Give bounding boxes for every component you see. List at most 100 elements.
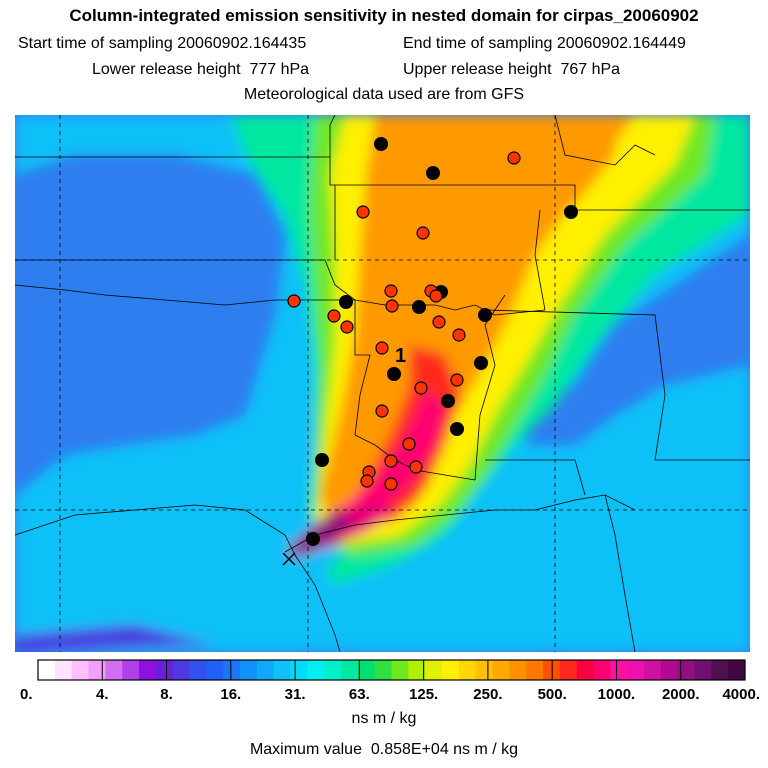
colorbar-tick-label: 1000.: [598, 686, 636, 703]
sensitivity-field: [15, 115, 750, 652]
colorbar-cell: [610, 660, 628, 680]
colorbar-tick-label: 250.: [473, 686, 502, 703]
black-station-marker: [339, 295, 353, 309]
sampling-end: End time of sampling 20060902.164449: [403, 35, 686, 53]
colorbar-cell: [576, 660, 594, 680]
black-station-marker: [474, 356, 488, 370]
graticule: [15, 115, 750, 652]
colorbar-cell: [425, 660, 443, 680]
colorbar-tick-label: 500.: [538, 686, 567, 703]
colorbar-cell: [694, 660, 712, 680]
colorbar-cell: [88, 660, 106, 680]
end-label: End time of sampling: [403, 35, 553, 52]
measurement-points: [287, 137, 578, 546]
colorbar-cell: [139, 660, 157, 680]
colorbar-cell: [408, 660, 426, 680]
release-label: 1: [395, 345, 406, 367]
upper-value: 767 hPa: [560, 61, 621, 78]
colorbar-cell: [711, 660, 729, 680]
colorbar-cell: [543, 660, 561, 680]
black-station-marker: [306, 532, 320, 546]
colorbar-cell: [155, 660, 174, 680]
colorbar-cell: [122, 660, 140, 680]
red-station-marker: [384, 284, 398, 298]
colorbar-ticks: 0. 4. 8. 16. 31. 63. 125. 250. 500. 1000. 2000. 400…: [20, 660, 760, 703]
colorbar-cell: [290, 660, 308, 680]
colorbar-cell: [660, 660, 679, 680]
red-station-marker: [452, 328, 466, 342]
colorbar-cell: [509, 660, 527, 680]
colorbar-cell: [492, 660, 510, 680]
end-value: 20060902.164449: [556, 35, 686, 52]
colorbar-cell: [307, 660, 325, 680]
colorbar-cell: [240, 660, 258, 680]
red-station-marker: [507, 151, 521, 165]
red-station-marker: [356, 205, 370, 219]
upper-label: Upper release height: [403, 61, 552, 78]
black-station-marker: [387, 367, 401, 381]
colorbar-cell: [256, 660, 275, 680]
colorbar-unit: ns m / kg: [351, 710, 417, 727]
colorbar-cell: [38, 660, 56, 680]
start-label: Start time of sampling: [18, 35, 173, 52]
red-station-marker: [375, 404, 389, 418]
start-value: 20060902.164435: [177, 35, 307, 52]
red-station-marker: [385, 299, 399, 313]
colorbar-cell: [189, 660, 207, 680]
colorbar-cell: [593, 660, 611, 680]
colorbar: 0. 4. 8. 16. 31. 63. 125. 250. 500. 1000. 2000. 400…: [20, 659, 760, 703]
colorbar-cell: [341, 660, 359, 680]
colorbar-cell: [374, 660, 392, 680]
red-station-marker: [432, 315, 446, 329]
sensitivity-map: 1: [15, 115, 750, 652]
colorbar-cell: [105, 660, 123, 680]
colorbar-cell: [172, 660, 190, 680]
black-station-marker: [441, 394, 455, 408]
colorbar-tick-label: 125.: [409, 686, 438, 703]
sampling-start: Start time of sampling 20060902.164435: [18, 35, 306, 53]
colorbar-cell: [223, 660, 241, 680]
colorbar-cell: [627, 660, 645, 680]
colorbar-cell: [71, 660, 89, 680]
colorbar-cell: [54, 660, 73, 680]
colorbar-cell: [526, 660, 544, 680]
colorbar-tick-label: 4.: [96, 686, 109, 703]
lower-release: Lower release height 777 hPa: [92, 61, 309, 79]
colorbar-tick-label: 2000.: [662, 686, 700, 703]
red-station-marker: [402, 437, 416, 451]
colorbar-cell: [273, 660, 291, 680]
colorbar-cell: [391, 660, 409, 680]
borders: [15, 115, 750, 652]
lower-label: Lower release height: [92, 61, 241, 78]
red-station-marker: [450, 373, 464, 387]
colorbar-cells: [38, 660, 746, 680]
colorbar-cell: [357, 660, 376, 680]
maximum-value: Maximum value 0.858E+04 ns m / kg: [0, 741, 768, 759]
red-station-marker: [429, 289, 443, 303]
colorbar-cell: [677, 660, 695, 680]
colorbar-tick-label: 63.: [349, 686, 370, 703]
red-station-marker: [340, 320, 354, 334]
colorbar-cell: [559, 660, 578, 680]
upper-release: Upper release height 767 hPa: [403, 61, 620, 79]
red-station-marker: [416, 226, 430, 240]
colorbar-cell: [644, 660, 662, 680]
black-station-marker: [450, 422, 464, 436]
black-station-marker: [426, 166, 440, 180]
red-station-marker: [384, 454, 398, 468]
black-station-marker: [374, 137, 388, 151]
colorbar-tick-label: 4000.: [722, 686, 760, 703]
red-station-marker: [287, 294, 301, 308]
red-station-marker: [384, 477, 398, 491]
x-cross-icon: [282, 552, 296, 566]
colorbar-tick-label: 8.: [160, 686, 173, 703]
colorbar-tick-label: 31.: [285, 686, 306, 703]
colorbar-cell: [458, 660, 477, 680]
black-station-marker: [412, 300, 426, 314]
max-value: 0.858E+04 ns m / kg: [370, 741, 519, 758]
colorbar-cell: [475, 660, 493, 680]
met-note: Meteorological data used are from GFS: [243, 86, 525, 103]
colorbar-tick-label: 0.: [20, 686, 33, 703]
red-station-marker: [409, 460, 423, 474]
colorbar-cell: [442, 660, 460, 680]
